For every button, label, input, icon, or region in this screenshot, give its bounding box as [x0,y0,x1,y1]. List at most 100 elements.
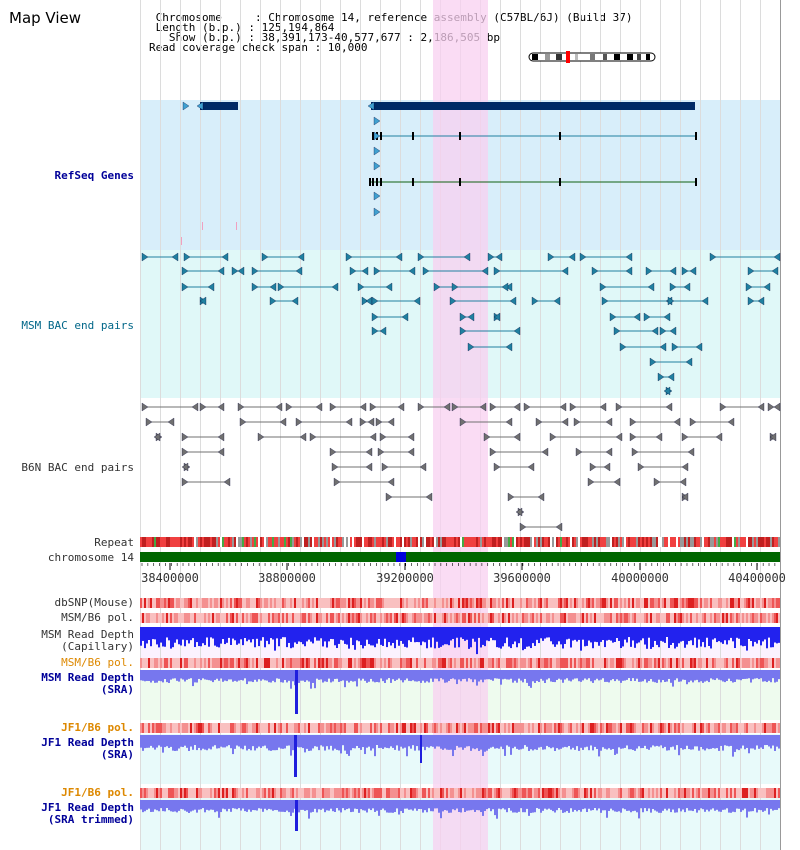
msm-capillary-depth-bar [312,627,314,644]
msm-sra-depth-bar [414,670,416,682]
msm-capillary-depth-bar [242,627,244,646]
jf1-pol-cell [676,723,678,733]
msm-pol-sra-cell [744,658,746,668]
msm-capillary-depth-bar [502,627,504,647]
msm-sra-depth-bar [180,670,182,679]
msm-pol-cell [232,613,234,623]
msm-pol-sra-cell [162,658,164,668]
msm-capillary-depth-bar [212,627,214,639]
msm-pol-sra-label: MSM/B6 pol. [61,656,134,669]
msm-pol-cell [242,613,244,623]
jf1-pol-trim-cell [410,788,412,798]
chromosome-ideogram[interactable] [528,51,656,63]
jf1-sra-depth-bar [662,735,664,749]
jf1-pol-cell [180,723,182,733]
jf1-pol-cell [420,723,422,733]
msm-bac-end [745,282,753,292]
msm-pol-sra-cell [242,658,244,668]
chromosome-bar[interactable] [140,552,780,562]
jf1-trim-depth-bar [378,800,380,816]
jf1-sra-depth-bar [324,735,326,751]
jf1-pol-cell [684,723,686,733]
dbsnp-cell [238,598,240,608]
jf1-pol-cell [534,723,536,733]
b6n-bac-end [679,477,687,487]
msm-capillary-depth-bar [466,627,468,640]
jf1-sra-depth-bar [620,735,622,749]
dbsnp-cell [372,598,374,608]
msm-capillary-depth-bar [354,627,356,650]
jf1-sra-depth-bar [178,735,180,749]
jf1-trim-depth-bar [754,800,756,809]
msm-capillary-depth-bar [224,627,226,645]
b6n-bac-pairs[interactable] [141,402,781,532]
msm-pol-sra-cell [422,658,424,668]
jf1-pol-trim-cell [616,788,618,798]
repeat-segment [704,537,706,547]
repeat-segment [370,537,372,547]
jf1-pol-cell [328,723,330,733]
msm-pol-cell [530,613,532,623]
jf1-trim-depth-bar [516,800,518,813]
msm-sra-depth-bar [750,670,752,683]
msm-pol-cell [420,613,422,623]
msm-pol-sra-cell [632,658,634,668]
dbsnp-cell [420,598,422,608]
jf1-pol-trim-cell [314,788,316,798]
dbsnp-cell [200,598,202,608]
msm-capillary-depth-bar [176,627,178,640]
msm-capillary-depth-bar [304,627,306,647]
jf1-trim-depth-bar [258,800,260,809]
repeat-segment [502,537,504,547]
msm-pol-sra-cell [456,658,458,668]
jf1-pol-cell [602,723,604,733]
jf1-sra-depth-bar [742,735,744,746]
msm-pol-sra-cell [324,658,326,668]
jf1-trim-depth-bar [444,800,446,811]
msm-pol-cell [260,613,262,623]
msm-pol-sra-cell [716,658,718,668]
msm-pol-cell [254,613,256,623]
b6n-bac-end [613,477,621,487]
jf1-pol-trim-cell [244,788,246,798]
dbsnp-cell [452,598,454,608]
jf1-pol-trim-cell [242,788,244,798]
msm-capillary-depth-bar [262,627,264,638]
jf1-pol-cell [340,723,342,733]
msm-pol-sra-cell [588,658,590,668]
msm-sra-depth-bar [702,670,704,683]
msm-bac-pairs[interactable] [141,252,781,396]
msm-pol-sra-cell [388,658,390,668]
msm-bac-end [269,282,277,292]
repeat-segment [320,537,322,547]
msm-pol-cell [392,613,394,623]
msm-sra-depth-bar [308,670,310,682]
jf1-trim-depth-bar [206,800,208,810]
jf1-trim-depth-bar [212,800,214,810]
dbsnp-cell [478,598,480,608]
msm-pol-cell [308,613,310,623]
dbsnp-cell [230,598,232,608]
jf1-pol-cell [520,723,522,733]
jf1-pol-cell [504,723,506,733]
dbsnp-cell [186,598,188,608]
msm-pol-sra-cell [734,658,736,668]
repeat-segment [322,537,324,547]
jf1-pol-trim-cell [328,788,330,798]
jf1-pol-cell [352,723,354,733]
msm-sra-depth-bar [494,670,496,679]
jf1-sra-depth-bar [194,735,196,746]
jf1-trim-depth-bar [568,800,570,813]
jf1-trim-depth-bar [484,800,486,812]
msm-capillary-depth-bar [286,627,288,648]
msm-pol-sra-cell [654,658,656,668]
jf1-trim-depth-bar [572,800,574,812]
jf1-pol-trim-cell [406,788,408,798]
repeat-segment [240,537,242,547]
msm-sra-depth-bar [580,670,582,682]
repeat-segment [204,537,206,547]
msm-capillary-depth-bar [716,627,718,643]
jf1-trim-depth-bar [426,800,428,813]
refseq-gene-models[interactable] [181,101,697,245]
